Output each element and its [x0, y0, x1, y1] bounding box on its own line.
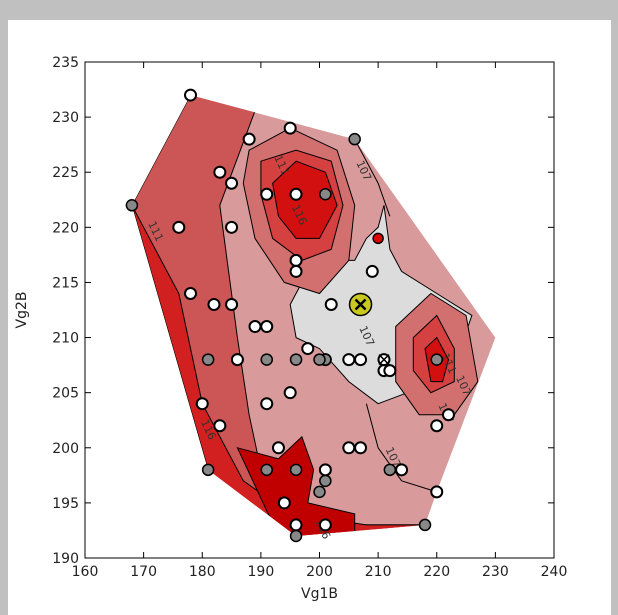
- data-point-white: [318, 463, 332, 477]
- contour-plot: 111111116107107111107107107116116 160170…: [14, 55, 567, 602]
- y-tick-label: 205: [52, 386, 79, 402]
- data-point-gray: [348, 132, 361, 146]
- data-point-gray: [430, 353, 443, 366]
- data-point-white: [260, 187, 274, 201]
- data-point-gray: [313, 353, 326, 366]
- data-point-gray: [260, 353, 273, 366]
- y-tick-label: 190: [52, 551, 79, 567]
- data-point-white: [324, 297, 338, 311]
- x-tick-label: 230: [482, 564, 509, 580]
- x-tick-label: 170: [130, 564, 157, 580]
- x-tick-label: 240: [541, 564, 568, 580]
- data-point-white: [248, 320, 262, 334]
- data-point-white: [354, 353, 368, 367]
- x-tick-label: 220: [423, 564, 450, 580]
- data-point-white: [430, 419, 444, 433]
- data-point-white: [383, 364, 397, 378]
- data-point-white: [271, 441, 285, 455]
- data-point-white: [207, 297, 221, 311]
- data-point-white: [225, 176, 239, 190]
- data-point-white: [354, 441, 368, 455]
- data-point-white: [430, 485, 444, 499]
- data-point-white: [225, 220, 239, 234]
- data-point-gray: [289, 353, 303, 366]
- contour-fill-layer: [131, 95, 496, 536]
- data-point-white: [289, 264, 303, 278]
- data-point-white: [283, 386, 297, 400]
- figure-frame: 111111116107107111107107107116116 160170…: [8, 20, 611, 615]
- x-tick-label: 210: [365, 564, 392, 580]
- data-point-white: [441, 408, 455, 422]
- data-point-white: [225, 297, 239, 311]
- contour-level-high-bottom: [236, 435, 356, 536]
- data-point-white: [318, 518, 332, 532]
- y-tick-label: 230: [52, 110, 79, 126]
- data-point-gray: [319, 188, 332, 201]
- data-point-gray: [313, 485, 326, 499]
- data-point-white: [242, 132, 256, 146]
- data-point-gray: [383, 463, 397, 477]
- data-point-layer: [125, 88, 455, 543]
- x-axis-label: Vg1B: [301, 586, 338, 602]
- data-point-white: [289, 253, 303, 267]
- x-tick-label: 160: [72, 564, 99, 580]
- data-point-gray: [125, 199, 139, 212]
- data-point-red: [372, 232, 384, 245]
- x-tick-label: 190: [248, 564, 275, 580]
- y-tick-label: 220: [52, 220, 79, 236]
- data-point-white: [289, 187, 303, 201]
- y-tick-label: 235: [52, 55, 79, 71]
- tick-layer: 160 170 180 190 200 210 220 230 240 190 195 200 205 2…: [52, 55, 567, 580]
- data-point-gray: [319, 474, 332, 488]
- data-point-white: [195, 397, 209, 411]
- y-tick-label: 200: [52, 441, 79, 457]
- y-tick-label: 225: [52, 165, 79, 181]
- data-point-white: [395, 463, 409, 477]
- data-point-white: [213, 165, 227, 179]
- data-point-gray: [289, 529, 303, 543]
- data-point-white: [289, 518, 303, 532]
- data-point-white: [277, 496, 291, 510]
- y-tick-label: 210: [52, 331, 79, 347]
- data-point-white: [213, 419, 227, 433]
- y-tick-label: 195: [52, 496, 79, 512]
- data-point-white: [260, 397, 274, 411]
- data-point-white: [301, 342, 315, 356]
- x-tick-label: 200: [306, 564, 333, 580]
- data-point-white: [230, 353, 244, 367]
- optimum-x-mark: [354, 298, 367, 311]
- y-tick-label: 215: [52, 275, 79, 291]
- data-point-gray: [201, 463, 215, 477]
- data-point-x-mark: [378, 354, 390, 366]
- data-point-gray: [289, 463, 303, 477]
- data-point-white: [342, 353, 356, 367]
- data-point-white: [365, 264, 379, 278]
- data-point-white: [184, 88, 198, 102]
- contour-level-116-upper: [272, 160, 338, 239]
- data-point-gray: [260, 463, 273, 477]
- data-point-white: [172, 220, 186, 234]
- data-point-white: [260, 320, 274, 334]
- data-point-white: [283, 121, 297, 135]
- data-point-gray: [418, 518, 432, 532]
- clipped-fill: [131, 95, 496, 536]
- x-tick-label: 180: [189, 564, 216, 580]
- data-point-gray: [201, 353, 215, 366]
- y-axis-label: Vg2B: [14, 292, 30, 329]
- data-point-white: [184, 286, 198, 300]
- data-point-white: [342, 441, 356, 455]
